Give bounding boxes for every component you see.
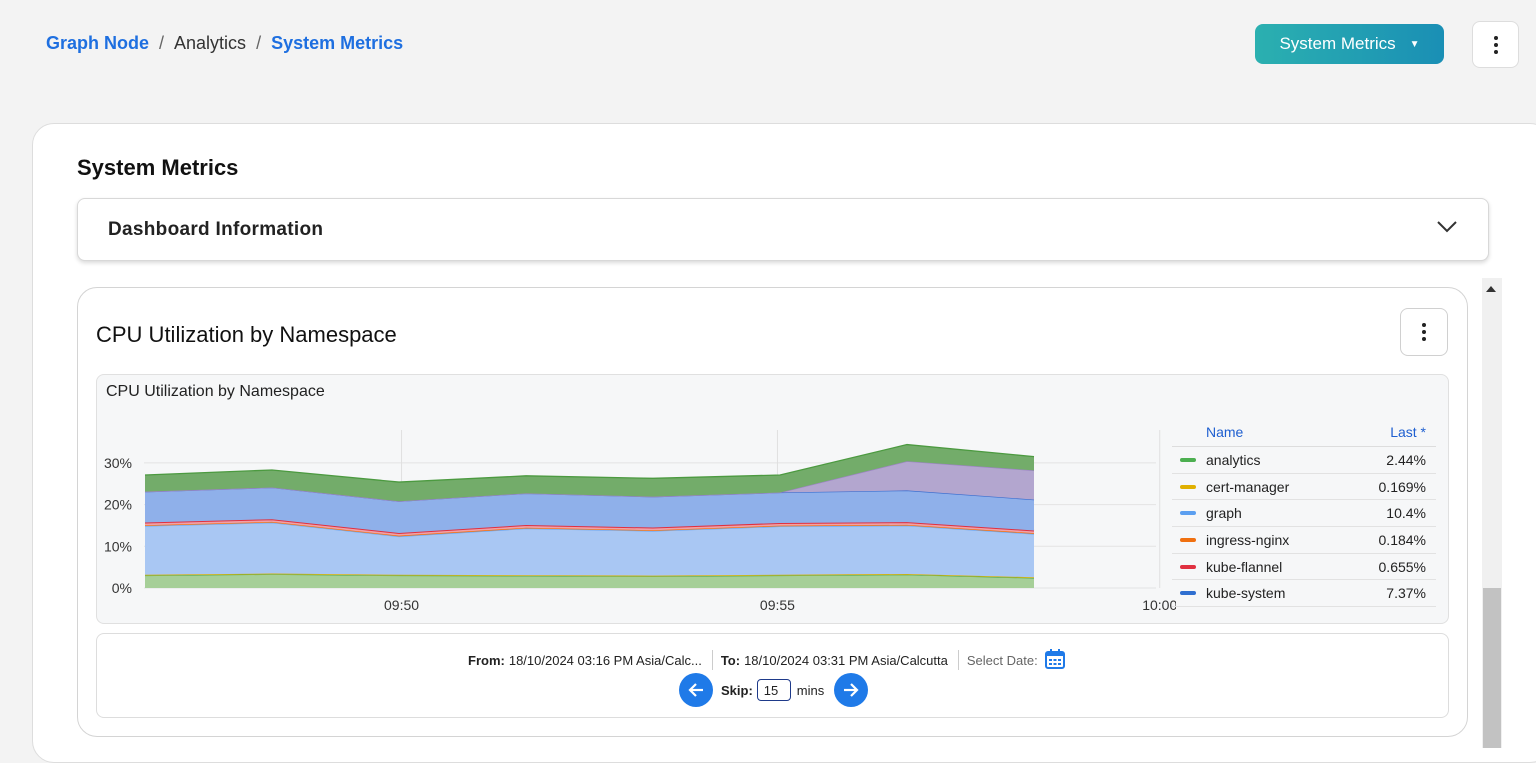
legend-item[interactable]: kube-system 7.37%	[1172, 580, 1436, 608]
legend-item-name: analytics	[1206, 451, 1261, 468]
legend-item[interactable]: graph 10.4%	[1172, 500, 1436, 528]
breadcrumb-separator: /	[159, 33, 165, 53]
from-label: From:	[468, 652, 505, 668]
breadcrumb-system-metrics[interactable]: System Metrics	[271, 33, 404, 53]
scrollbar-thumb[interactable]	[1483, 588, 1501, 748]
skip-unit: mins	[796, 682, 825, 698]
x-tick-label: 10:00	[1142, 597, 1176, 613]
divider	[957, 650, 959, 670]
time-range-row: From: 18/10/2024 03:16 PM Asia/Calc... T…	[468, 648, 1066, 672]
page-title: System Metrics	[77, 155, 239, 180]
breadcrumb-graph-node[interactable]: Graph Node	[46, 33, 150, 53]
x-tick-label: 09:50	[384, 597, 419, 613]
chevron-down-icon	[1436, 220, 1458, 239]
area-series	[145, 522, 1034, 578]
scroll-up-icon[interactable]	[1486, 286, 1496, 292]
panel-title: CPU Utilization by Namespace	[96, 322, 397, 347]
legend-swatch	[1180, 537, 1196, 542]
skip-label: Skip:	[721, 682, 753, 698]
chart-title: CPU Utilization by Namespace	[106, 383, 325, 400]
legend-item[interactable]: kube-flannel 0.655%	[1172, 554, 1436, 581]
arrow-left-icon	[688, 683, 703, 697]
breadcrumb-separator: /	[256, 33, 262, 53]
next-range-button[interactable]	[834, 673, 869, 707]
legend-name-header[interactable]: Name	[1206, 424, 1244, 440]
legend-swatch	[1180, 591, 1196, 596]
calendar-icon[interactable]	[1044, 648, 1066, 673]
legend-item-value: 0.655%	[1378, 558, 1426, 575]
y-tick-label: 0%	[112, 580, 132, 596]
dashboard-information-accordion[interactable]: Dashboard Information	[77, 198, 1489, 261]
legend-item[interactable]: ingress-nginx 0.184%	[1172, 527, 1436, 554]
legend-item-name: ingress-nginx	[1206, 531, 1290, 548]
to-label: To:	[720, 652, 741, 668]
legend-item-value: 10.4%	[1386, 505, 1426, 522]
time-range-box	[96, 633, 1449, 718]
divider	[711, 650, 713, 670]
legend-swatch	[1180, 511, 1196, 516]
legend-item-name: cert-manager	[1206, 478, 1290, 495]
from-value: 18/10/2024 03:16 PM Asia/Calc...	[508, 652, 702, 668]
legend-swatch	[1180, 457, 1196, 462]
legend-header: Name Last *	[1172, 420, 1436, 447]
area-series	[145, 487, 1034, 533]
to-value: 18/10/2024 03:31 PM Asia/Calcutta	[744, 652, 948, 668]
y-tick-label: 30%	[104, 455, 132, 471]
breadcrumb: Graph Node / Analytics / System Metrics	[46, 33, 403, 54]
dashboard-information-label: Dashboard Information	[108, 218, 324, 240]
legend-item[interactable]: analytics 2.44%	[1172, 447, 1436, 474]
legend-item-value: 0.169%	[1378, 478, 1426, 495]
legend-item-value: 2.44%	[1386, 451, 1426, 468]
series-line	[144, 443, 1035, 483]
legend-swatch	[1180, 564, 1196, 569]
select-date-label: Select Date:	[966, 652, 1038, 668]
cpu-area-chart: 0% 10% 20% 30% 09:50 09:55 10:00	[104, 430, 1176, 613]
legend-item-value: 7.37%	[1386, 585, 1426, 602]
legend-item-value: 0.184%	[1378, 531, 1426, 548]
page-menu-button[interactable]	[1472, 21, 1519, 68]
more-vertical-icon	[1493, 35, 1498, 54]
arrow-right-icon	[844, 683, 859, 697]
system-metrics-dropdown[interactable]: System Metrics ▼	[1255, 24, 1444, 64]
caret-down-icon: ▼	[1409, 38, 1420, 50]
x-tick-label: 09:55	[760, 597, 795, 613]
y-tick-label: 20%	[104, 497, 132, 513]
y-tick-label: 10%	[104, 538, 132, 554]
legend-item-name: kube-flannel	[1206, 558, 1283, 575]
skip-row: Skip: mins	[679, 673, 869, 707]
legend-swatch	[1180, 484, 1196, 489]
chart-legend: Name Last * analytics 2.44% cert-manager 0.…	[1172, 420, 1436, 608]
panel-menu-button[interactable]	[1400, 308, 1448, 356]
previous-range-button[interactable]	[679, 673, 713, 707]
skip-minutes-input[interactable]	[756, 679, 791, 701]
system-metrics-dropdown-label: System Metrics	[1279, 34, 1396, 53]
legend-item-name: kube-system	[1206, 585, 1286, 602]
more-vertical-icon	[1422, 323, 1426, 341]
legend-item[interactable]: cert-manager 0.169%	[1172, 474, 1436, 501]
area-series	[145, 574, 1034, 588]
legend-last-header[interactable]: Last *	[1390, 424, 1426, 440]
legend-item-name: graph	[1206, 505, 1242, 522]
top-bar: Graph Node / Analytics / System Metrics …	[0, 0, 1536, 90]
area-series	[145, 461, 1034, 502]
area-series	[145, 444, 1034, 502]
breadcrumb-analytics: Analytics	[174, 33, 247, 53]
